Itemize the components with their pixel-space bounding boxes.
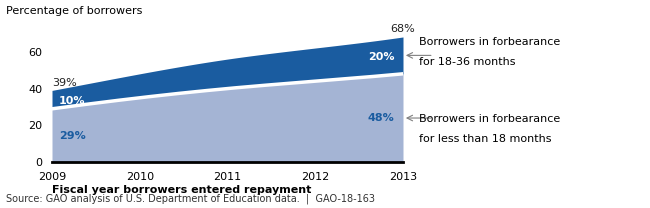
Text: Source: GAO analysis of U.S. Department of Education data.  |  GAO-18-163: Source: GAO analysis of U.S. Department … <box>6 193 376 204</box>
Text: 48%: 48% <box>368 113 395 123</box>
Text: 10%: 10% <box>59 97 86 106</box>
Text: 20%: 20% <box>368 52 395 62</box>
Text: for 18-36 months: for 18-36 months <box>419 57 515 67</box>
Text: Fiscal year borrowers entered repayment: Fiscal year borrowers entered repayment <box>52 185 311 195</box>
Text: 39%: 39% <box>52 78 77 88</box>
Text: Percentage of borrowers: Percentage of borrowers <box>6 6 143 16</box>
Text: 29%: 29% <box>59 131 86 141</box>
Text: Borrowers in forbearance: Borrowers in forbearance <box>419 37 560 47</box>
Text: for less than 18 months: for less than 18 months <box>419 134 552 144</box>
Text: Borrowers in forbearance: Borrowers in forbearance <box>419 114 560 124</box>
Text: 68%: 68% <box>391 24 415 34</box>
